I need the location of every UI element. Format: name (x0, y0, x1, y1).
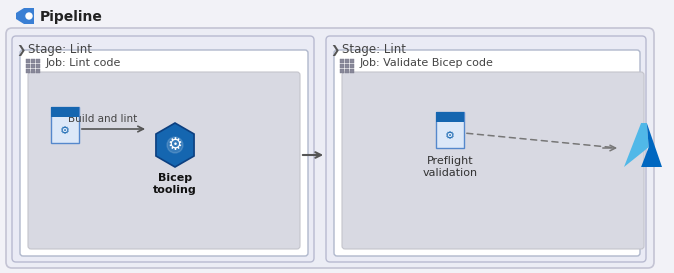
Text: ⚙: ⚙ (168, 136, 183, 154)
Polygon shape (156, 123, 194, 167)
Bar (350, 69, 354, 73)
Bar (26, 64, 30, 68)
Bar (36, 69, 40, 73)
Bar (36, 59, 40, 63)
Bar (350, 59, 354, 63)
Bar (51, 107, 79, 143)
Polygon shape (624, 123, 648, 167)
Bar (345, 69, 349, 73)
Bar (345, 64, 349, 68)
FancyBboxPatch shape (12, 36, 314, 262)
Circle shape (167, 137, 183, 153)
Text: Job: Lint code: Job: Lint code (46, 58, 121, 68)
Text: Stage: Lint: Stage: Lint (28, 43, 92, 57)
Bar (436, 112, 464, 148)
Polygon shape (641, 123, 662, 167)
FancyBboxPatch shape (28, 72, 300, 249)
Bar (36, 64, 40, 68)
Bar (345, 59, 349, 63)
Text: ❯: ❯ (16, 44, 26, 55)
Text: ⚙: ⚙ (445, 131, 455, 141)
Text: Stage: Lint: Stage: Lint (342, 43, 406, 57)
FancyBboxPatch shape (326, 36, 646, 262)
Bar (51, 107, 79, 117)
Bar (436, 112, 464, 122)
Text: Bicep
tooling: Bicep tooling (153, 173, 197, 195)
Bar (350, 64, 354, 68)
Polygon shape (16, 8, 34, 24)
Bar (340, 59, 344, 63)
FancyBboxPatch shape (20, 50, 308, 256)
Bar (26, 59, 30, 63)
FancyBboxPatch shape (342, 72, 644, 249)
Bar (31, 64, 35, 68)
Text: Preflight
validation: Preflight validation (423, 156, 478, 178)
Text: Job: Validate Bicep code: Job: Validate Bicep code (360, 58, 494, 68)
Bar (340, 69, 344, 73)
FancyBboxPatch shape (6, 28, 654, 268)
Circle shape (26, 13, 32, 19)
Bar (340, 64, 344, 68)
Text: ❯: ❯ (330, 44, 340, 55)
Bar (31, 59, 35, 63)
Bar (31, 69, 35, 73)
Bar (26, 69, 30, 73)
Text: Pipeline: Pipeline (40, 10, 103, 24)
Text: Build and lint: Build and lint (68, 114, 137, 124)
Text: ⚙: ⚙ (60, 126, 70, 136)
FancyBboxPatch shape (334, 50, 640, 256)
